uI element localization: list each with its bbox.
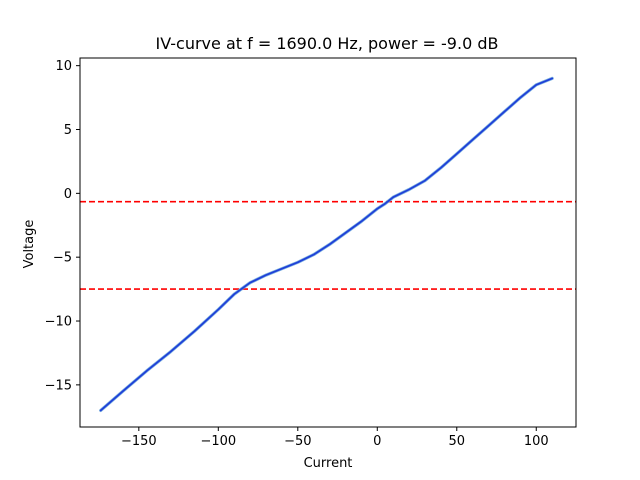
y-tick-label: 5: [64, 123, 72, 138]
y-tick-label: −10: [45, 315, 72, 330]
y-tick-label: −15: [45, 378, 72, 393]
x-tick-label: −50: [284, 434, 311, 449]
y-tick-label: 10: [55, 59, 72, 74]
axes-frame: [79, 57, 577, 428]
x-tick-label: 50: [448, 434, 465, 449]
chart-title: IV-curve at f = 1690.0 Hz, power = -9.0 …: [156, 34, 499, 53]
y-tick-label: 0: [64, 187, 72, 202]
x-tick-label: −100: [200, 434, 236, 449]
x-axis-label: Current: [304, 456, 353, 471]
x-tick-label: 100: [524, 434, 549, 449]
series-line-1: [99, 77, 554, 412]
x-tick-label: 0: [373, 434, 381, 449]
y-tick-label: −5: [53, 251, 72, 266]
y-axis-label: Voltage: [22, 220, 37, 269]
x-tick-label: −150: [121, 434, 157, 449]
